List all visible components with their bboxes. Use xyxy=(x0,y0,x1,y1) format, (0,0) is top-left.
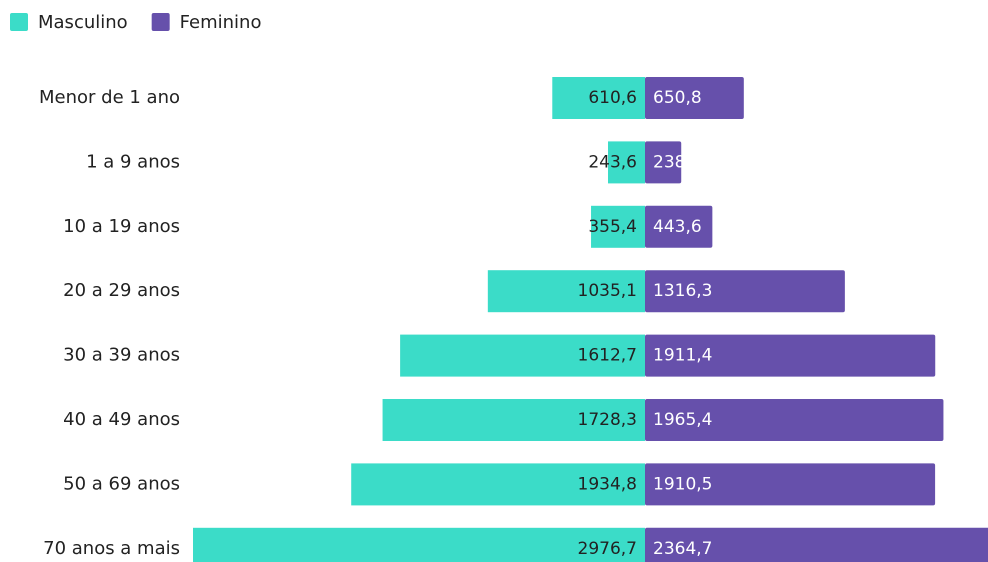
value-label: 1911,4 xyxy=(653,346,712,366)
legend-swatch xyxy=(10,13,28,31)
value-label: 243,6 xyxy=(588,152,637,172)
value-label: 610,6 xyxy=(588,88,637,108)
bar xyxy=(645,334,936,377)
bar xyxy=(645,463,936,506)
legend-label: Masculino xyxy=(38,12,128,33)
value-label: 2976,7 xyxy=(578,539,637,559)
value-label: 1612,7 xyxy=(578,346,637,366)
bar xyxy=(645,527,988,562)
bar xyxy=(645,77,744,119)
bar xyxy=(400,334,645,377)
value-label: 355,4 xyxy=(588,217,637,237)
category-label: 70 anos a mais xyxy=(43,538,180,559)
bar xyxy=(382,399,645,441)
bar xyxy=(645,270,845,313)
bar xyxy=(645,399,944,441)
bar xyxy=(591,205,645,248)
bar xyxy=(552,77,645,119)
value-label: 650,8 xyxy=(653,88,702,108)
category-label: 30 a 39 anos xyxy=(63,345,180,366)
bar xyxy=(608,141,645,184)
category-label: 10 a 19 anos xyxy=(63,216,180,237)
bar xyxy=(645,141,682,184)
value-label: 443,6 xyxy=(653,217,702,237)
bar xyxy=(645,205,713,248)
value-label: 1035,1 xyxy=(578,281,637,301)
value-label: 1965,4 xyxy=(653,410,712,430)
category-label: 20 a 29 anos xyxy=(63,280,180,301)
value-label: 1934,8 xyxy=(578,474,637,494)
bar xyxy=(193,527,645,562)
category-label: 40 a 49 anos xyxy=(63,409,180,430)
bar xyxy=(351,463,645,506)
value-label: 2364,7 xyxy=(653,539,712,559)
value-label: 238,6 xyxy=(653,152,702,172)
bar xyxy=(487,270,645,313)
legend-swatch xyxy=(151,13,170,31)
legend-label: Feminino xyxy=(180,12,262,33)
value-label: 1728,3 xyxy=(578,410,637,430)
category-label: 50 a 69 anos xyxy=(63,473,180,494)
value-label: 1316,3 xyxy=(653,281,712,301)
value-label: 1910,5 xyxy=(653,474,712,494)
category-label: Menor de 1 ano xyxy=(39,87,180,108)
category-label: 1 a 9 anos xyxy=(86,151,180,172)
